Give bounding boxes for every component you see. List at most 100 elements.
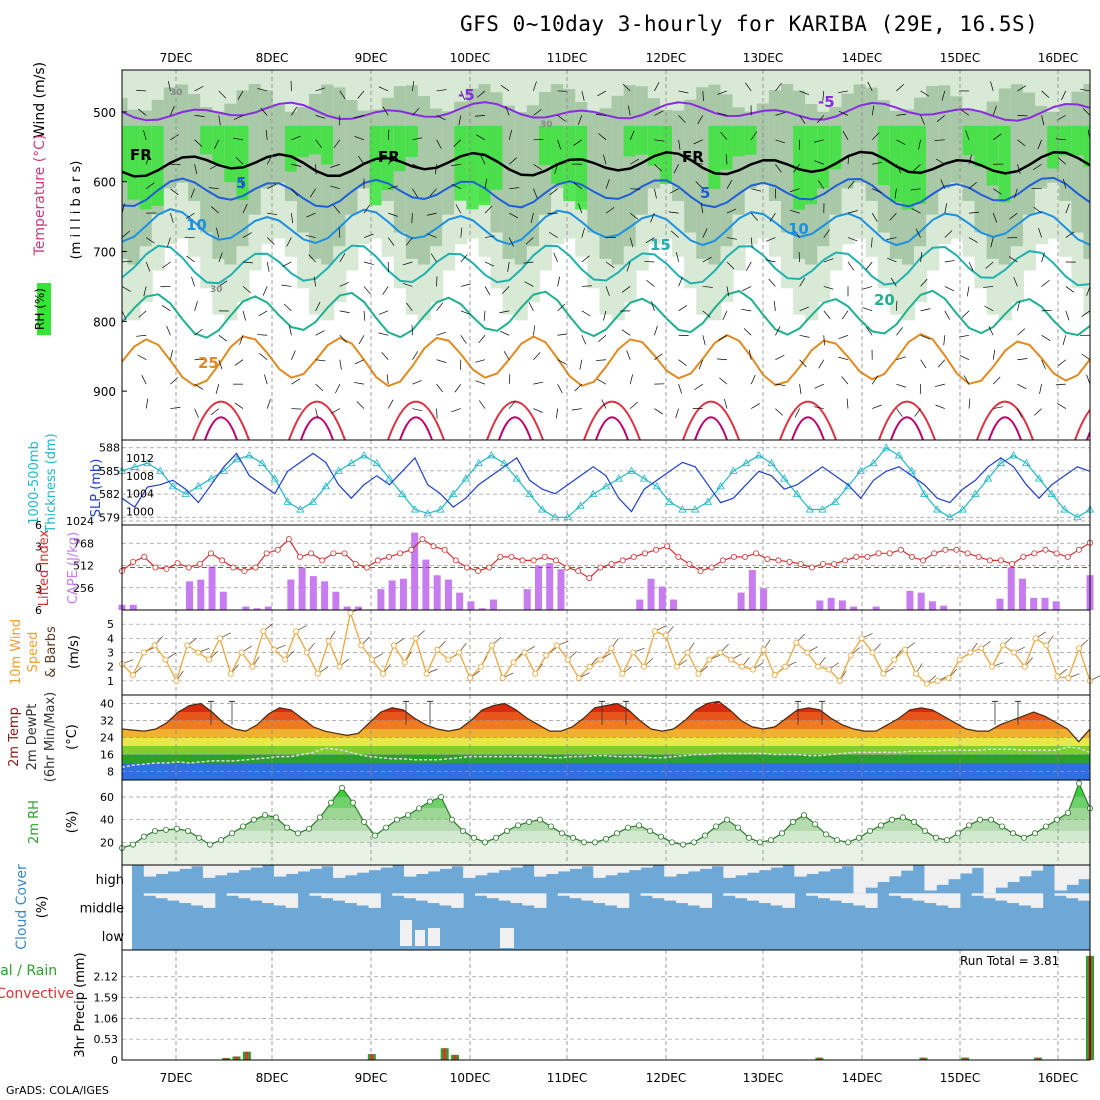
rh2m-series-point (823, 831, 830, 838)
wind-barb (1057, 359, 1067, 367)
contour-label: 20 (874, 291, 895, 309)
rh2m-series-point (647, 828, 654, 835)
wind-barb (1065, 310, 1070, 321)
wind-barb (436, 383, 444, 393)
wind10m-series-point (412, 635, 419, 642)
rh2m-series-point (834, 837, 841, 844)
cloud-high-bar (534, 865, 547, 877)
wind10m-series-point (227, 670, 234, 677)
wind10m-series-point (695, 670, 702, 677)
cape-bar (444, 579, 452, 610)
rh-band-mid (1022, 92, 1037, 215)
thickness-series-point (754, 451, 764, 459)
wind-barb (799, 90, 810, 96)
wind-barb (1037, 139, 1042, 150)
cloud-mid-bar (1078, 893, 1091, 901)
thickness-series-point (831, 497, 840, 505)
precip-convective-bar (817, 1057, 821, 1060)
wind-barb (483, 310, 486, 321)
rh-band-bright (284, 125, 298, 172)
rh2m-series-point (1032, 830, 1039, 837)
rh-band-mid (684, 99, 698, 233)
rh-band-mid (502, 105, 516, 259)
wind10m-series-point (793, 639, 800, 646)
wind-barb (577, 115, 583, 125)
dewpt-series (121, 746, 1091, 769)
cloud-high-bar (333, 865, 346, 878)
wind-barb (992, 212, 998, 223)
wind-barb (406, 302, 413, 312)
wind-barb (1033, 163, 1042, 170)
cloud-unit-label: (%) (35, 896, 50, 919)
wind-barb (330, 163, 340, 168)
temp2m-tick-label: 16 (100, 749, 114, 762)
rh-band-mid (296, 107, 311, 233)
rh-band-bright (551, 125, 565, 184)
lifted-index-series-point (908, 553, 915, 560)
wind-barb (871, 375, 879, 385)
wind10m-series-point (608, 645, 615, 652)
cloud-mid-bar (557, 893, 571, 896)
cloud-mid-bar (640, 893, 653, 896)
wind-barb (725, 154, 728, 165)
wind-barb (259, 353, 268, 360)
lifted-index-series-point (497, 553, 504, 560)
wind-barb (412, 408, 423, 412)
wind-barb (525, 237, 534, 245)
cloud-low-bar (500, 928, 514, 948)
lifted-index-series-point (219, 557, 226, 564)
rh2m-panel (119, 779, 1094, 866)
wind-barb (678, 305, 688, 312)
cloud-mid-bar (747, 893, 760, 901)
wind-barb (944, 310, 950, 320)
wind-barb (354, 136, 365, 141)
wind-barb (959, 334, 970, 338)
cape-bar (1041, 597, 1049, 610)
cloud-mid-bar (510, 893, 523, 904)
cloud-high-bar (1054, 865, 1067, 891)
cloud-mid-bar (806, 893, 819, 896)
wind-barb (823, 310, 831, 319)
thickness-series-point (945, 512, 955, 521)
wind-barb (654, 408, 663, 415)
rh-band-bright (998, 125, 1012, 203)
wind10m-series (121, 610, 1091, 685)
thickness-series-point (627, 466, 636, 474)
temp2m-series (121, 700, 1091, 743)
wind-barb (598, 133, 607, 141)
lifted-index-series-point (430, 543, 437, 550)
rh-band-bright (466, 125, 480, 210)
wind-barb (412, 380, 422, 385)
rh2m-series-point (603, 835, 610, 842)
wind-axis-label: Wind (m/s) (32, 62, 48, 138)
wind-barb (814, 160, 824, 165)
lifted-index-series-point (808, 564, 815, 571)
wind-barb (266, 399, 271, 409)
wind-barb (573, 139, 582, 146)
wind10m-series-point (347, 609, 354, 616)
wind-barb (862, 307, 873, 312)
wind-barb (557, 276, 561, 287)
rh-band-mid (1083, 84, 1090, 259)
wind10m-series-point (815, 663, 822, 670)
cloud-level-label: middle (80, 902, 124, 917)
lifted-index-series-point (341, 550, 348, 557)
wind-barb (944, 230, 953, 238)
wind-barb (354, 359, 365, 365)
wind-barb (412, 107, 420, 116)
wind-barb (990, 237, 994, 248)
wind-barb (598, 335, 607, 342)
rh2m-series-point (316, 814, 323, 821)
wind10m-tick-label: 2 (107, 661, 114, 674)
date-label-top: 15DEC (940, 51, 980, 65)
wind-barb (357, 90, 365, 99)
hot-contour-inner (694, 416, 728, 440)
wind-barb (702, 90, 704, 101)
wind-barb (291, 350, 296, 360)
precip-convective-bar (921, 1057, 925, 1060)
rh-band-mid (405, 85, 419, 259)
wind-barb (751, 160, 761, 165)
wind-barb (286, 237, 292, 247)
wind-barb (847, 154, 850, 165)
